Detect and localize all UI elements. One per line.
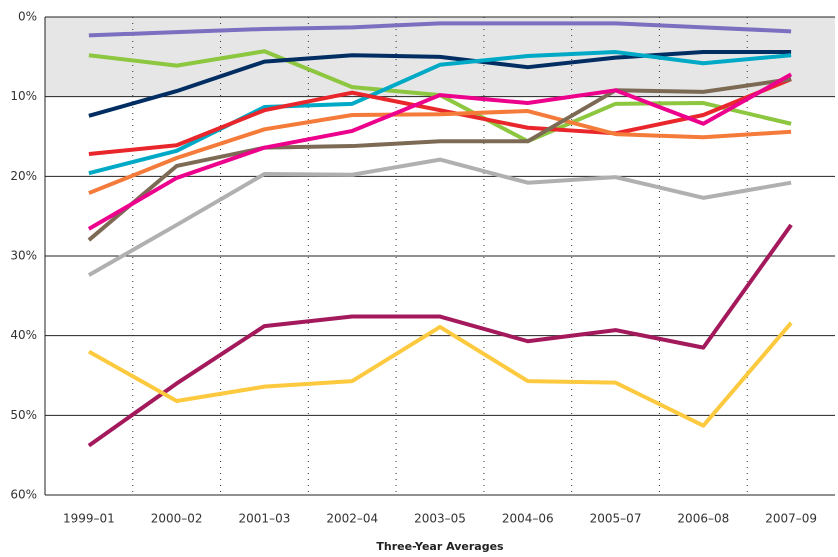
series-line xyxy=(88,21,792,38)
y-tick-label: 20% xyxy=(10,169,37,183)
y-tick-label: 0% xyxy=(18,10,37,24)
x-tick-label: 2006–08 xyxy=(677,512,729,526)
x-tick-label: 2005–07 xyxy=(590,512,642,526)
series-line xyxy=(87,223,793,448)
x-tick-label: 2001–03 xyxy=(239,512,291,526)
x-tick-label: 2002–04 xyxy=(326,512,378,526)
series-line xyxy=(87,321,793,428)
x-tick-label: 2003–05 xyxy=(414,512,466,526)
x-tick-label: 2000–02 xyxy=(151,512,203,526)
x-tick-label: 1999–01 xyxy=(63,512,115,526)
y-tick-label: 30% xyxy=(10,249,37,263)
x-axis-title: Three-Year Averages xyxy=(376,540,504,553)
series-line xyxy=(88,50,792,176)
x-tick-label: 2007–09 xyxy=(765,512,817,526)
y-tick-label: 50% xyxy=(10,408,37,422)
series-line xyxy=(88,77,792,157)
y-tick-label: 40% xyxy=(10,328,37,342)
series-line xyxy=(87,157,792,277)
y-tick-label: 10% xyxy=(10,89,37,103)
series-line xyxy=(87,72,793,231)
series-line xyxy=(87,77,792,242)
series-line xyxy=(88,50,792,118)
x-tick-label: 2004–06 xyxy=(502,512,554,526)
series-line xyxy=(88,109,792,195)
y-tick-label: 60% xyxy=(10,488,37,502)
